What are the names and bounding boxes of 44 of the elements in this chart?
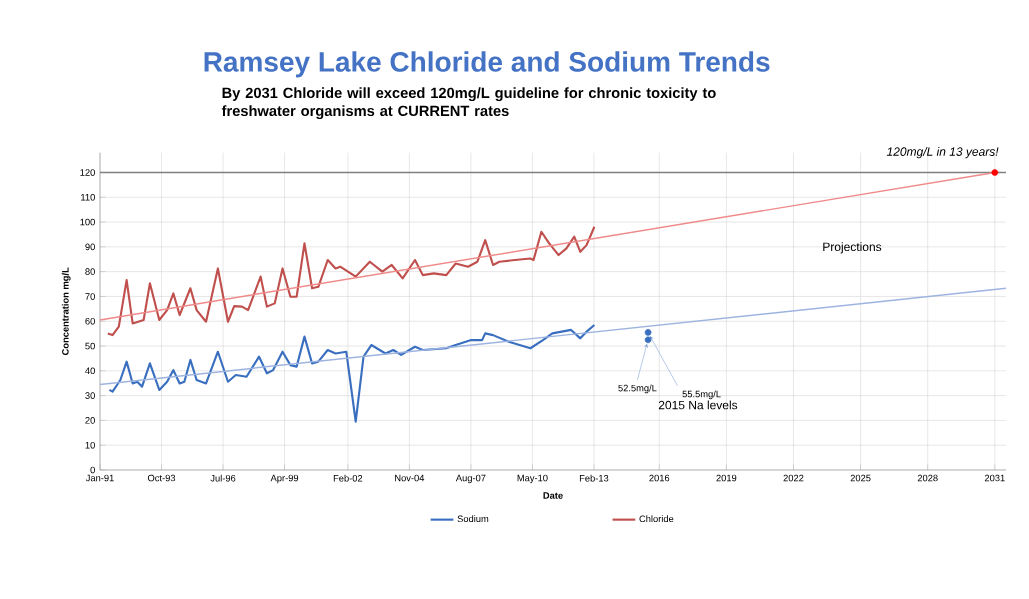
legend-label: Sodium [457,515,489,523]
point [644,336,652,344]
x-axis-title: Date [543,492,563,499]
point [991,169,999,176]
x-tick-label: Nov-04 [395,474,425,482]
y-tick-label: 90 [85,243,95,251]
line-series [106,225,596,337]
x-tick-label: May-10 [517,474,548,484]
chart-title: Ramsey Lake Chloride and Sodium Trends [204,51,770,78]
y-tick-label: 50 [85,342,95,350]
y-tick-label: 10 [85,441,95,449]
chart-subtitle: By 2031 Chloride will exceed 120mg/L guideline for chronic toxicity to freshwater organisms at CURRENT rates [221,87,716,119]
annotation: 120mg/L in 13 years! [886,147,999,159]
y-tick-label: 120 [80,169,95,176]
y-tick-label: 30 [85,392,95,399]
point [644,329,652,336]
x-tick-label: 2019 [716,474,737,482]
x-tick-label: Aug-07 [455,474,486,484]
x-tick-label: 2016 [649,474,670,482]
y-tick-label: 0 [90,466,95,474]
x-tick-label: Jul-96 [210,474,236,482]
y-tick-label: 40 [85,367,95,375]
line-series [108,323,596,423]
x-tick-label: Feb-02 [333,474,363,482]
annotation: 2015 Na levels [658,400,738,410]
x-tick-label: Feb-13 [579,474,609,482]
legend-label: Chloride [639,515,674,523]
y-tick-label: 60 [85,317,95,325]
y-axis-title: Concentration mg/L [61,267,71,356]
x-tick-label: Apr-99 [270,474,299,484]
y-tick-label: 110 [81,193,95,201]
annotation: Projections [823,242,882,254]
x-tick-label: 2022 [783,474,804,482]
x-tick-label: 2025 [850,474,871,482]
x-tick-label: 2028 [917,474,938,482]
x-tick-label: Jan-91 [85,474,114,482]
annotation: 55.5mg/L [682,390,721,400]
y-tick-label: 100 [80,218,95,226]
y-tick-label: 80 [85,268,95,275]
x-tick-label: 2031 [984,474,1005,482]
x-tick-label: Oct-93 [147,474,176,482]
y-tick-label: 70 [85,293,95,300]
annotation: 52.5mg/L [618,384,657,394]
y-tick-label: 20 [85,417,95,424]
